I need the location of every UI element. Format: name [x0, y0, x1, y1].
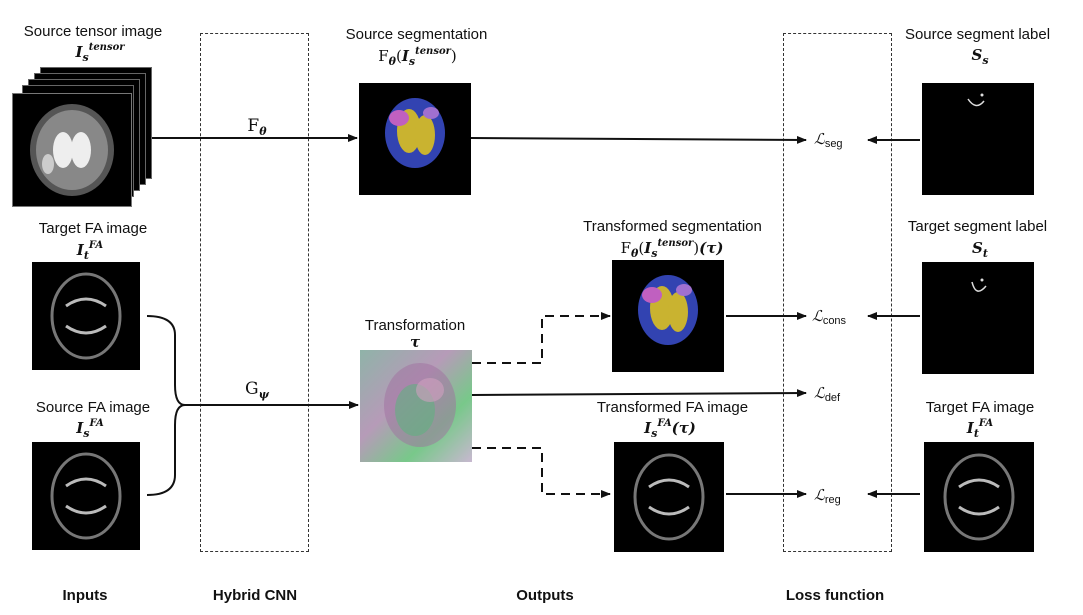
target-segment-label-symbol: St	[972, 239, 988, 260]
target-segment-label-title: Target segment label	[907, 218, 1048, 235]
source-tensor-title: Source tensor image	[23, 23, 163, 40]
source-fa-symbol: IsFA	[76, 418, 104, 440]
source-fa-image	[32, 442, 140, 550]
target-fa-label-image	[924, 442, 1034, 552]
footer-hybrid-cnn: Hybrid CNN	[212, 587, 298, 604]
transformed-segmentation-image	[612, 260, 724, 372]
footer-loss-function: Loss function	[785, 587, 885, 604]
target-fa-label-symbol: ItFA	[966, 418, 994, 440]
source-segment-label-title: Source segment label	[904, 26, 1051, 43]
transformed-segmentation-title: Transformed segmentation	[583, 218, 762, 235]
source-segment-label-image	[922, 83, 1034, 195]
f-theta-label: Fθ	[247, 116, 267, 138]
footer-outputs: Outputs	[516, 587, 574, 604]
target-fa-title: Target FA image	[38, 220, 148, 237]
loss-def: ℒdef	[814, 384, 841, 404]
transformation-symbol: τ	[409, 333, 421, 351]
target-segment-label-image	[922, 262, 1034, 374]
source-tensor-symbol: Istensor	[75, 42, 125, 64]
brain-tensor-image	[30, 104, 114, 196]
loss-reg: ℒreg	[814, 486, 841, 506]
target-fa-symbol: ItFA	[76, 240, 104, 262]
target-fa-label-title: Target FA image	[925, 399, 1035, 416]
transformed-segmentation-formula: Fθ(Istensor)(τ)	[620, 238, 724, 260]
source-segmentation-formula: Fθ(Istensor)	[378, 46, 457, 68]
loss-seg: ℒseg	[814, 130, 843, 150]
source-segmentation-title: Source segmentation	[345, 26, 488, 43]
footer-inputs: Inputs	[62, 587, 108, 604]
loss-function-box	[783, 33, 892, 552]
transformed-fa-title: Transformed FA image	[596, 399, 749, 416]
transformation-title: Transformation	[364, 317, 466, 334]
transformed-fa-image	[614, 442, 724, 552]
hybrid-cnn-box	[200, 33, 309, 552]
source-fa-title: Source FA image	[35, 399, 151, 416]
target-fa-image	[32, 262, 140, 370]
transformed-fa-symbol: IsFA(τ)	[644, 418, 696, 440]
loss-cons: ℒcons	[812, 307, 847, 327]
transformation-image	[360, 350, 472, 462]
source-segmentation-image	[359, 83, 471, 195]
g-psi-label: Gψ	[245, 379, 269, 401]
source-segment-label-symbol: Ss	[971, 46, 989, 67]
